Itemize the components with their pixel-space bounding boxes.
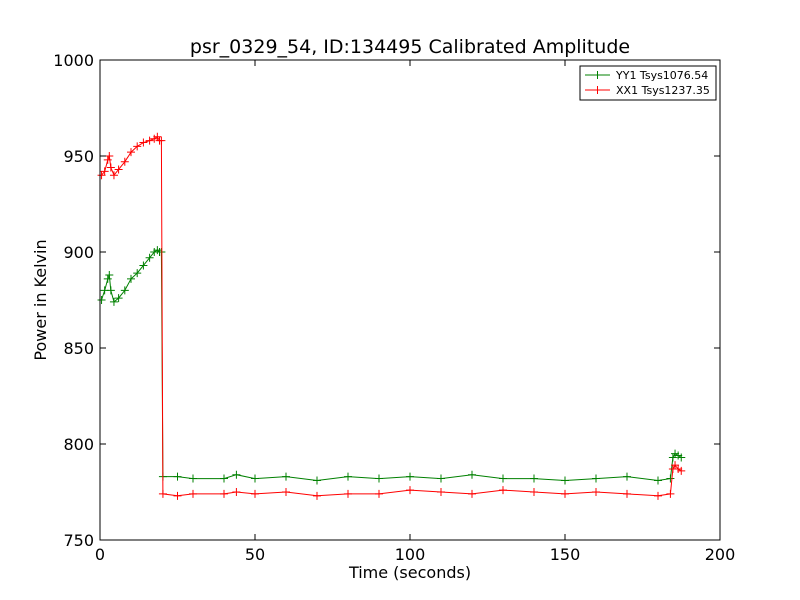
data-point (103, 155, 112, 164)
data-point (406, 472, 414, 481)
data-point (499, 486, 507, 495)
data-point (127, 274, 135, 283)
data-point (344, 489, 352, 498)
data-point (232, 488, 241, 496)
data-point (406, 486, 414, 495)
data-point (109, 297, 118, 306)
legend-marker (593, 71, 602, 79)
x-tick-label: 100 (395, 545, 426, 564)
data-point (158, 489, 167, 498)
data-point (127, 148, 135, 157)
x-tick-label: 200 (705, 545, 736, 564)
data-point (561, 489, 569, 498)
legend-label: YY1 Tsys1076.54 (615, 69, 708, 82)
data-point (189, 489, 197, 498)
y-tick-label: 900 (63, 243, 94, 262)
x-tick-label: 50 (245, 545, 265, 564)
legend: YY1 Tsys1076.54 XX1 Tsys1237.35 (579, 65, 717, 101)
chart-title: psr_0329_54, ID:134495 Calibrated Amplit… (190, 36, 630, 58)
series-line-1 (101, 249, 682, 482)
data-point (133, 142, 142, 151)
data-point (666, 489, 675, 498)
series-line-2 (101, 136, 682, 497)
data-point (157, 136, 166, 145)
data-point (145, 136, 154, 145)
data-point (623, 472, 631, 481)
x-tick-label: 0 (95, 545, 105, 564)
y-tick-label: 800 (63, 435, 94, 454)
data-point (530, 474, 538, 483)
data-point (220, 489, 228, 498)
y-axis-label: Power in Kelvin (31, 239, 50, 360)
data-point (499, 474, 507, 483)
data-point (232, 470, 241, 479)
data-point (139, 261, 148, 270)
data-point (437, 474, 445, 483)
data-point (100, 167, 109, 176)
data-point (468, 470, 476, 479)
data-point (677, 453, 686, 462)
y-tick-label: 950 (63, 147, 94, 166)
data-point (592, 474, 600, 483)
data-point (251, 474, 259, 483)
data-point (120, 157, 129, 166)
data-point (109, 171, 118, 180)
data-point (105, 152, 114, 160)
data-point (120, 286, 129, 295)
y-tick-label: 750 (63, 531, 94, 550)
data-point (623, 489, 631, 498)
data-point (530, 488, 538, 496)
data-point (106, 163, 115, 172)
data-point (654, 491, 662, 500)
legend-marker (593, 86, 602, 94)
y-tick-label: 850 (63, 339, 94, 358)
data-point (282, 472, 290, 481)
x-axis-label: Time (seconds) (348, 563, 471, 582)
data-point (114, 165, 123, 174)
data-point (145, 253, 154, 262)
data-point (592, 488, 600, 496)
legend-label: XX1 Tsys1237.35 (616, 84, 710, 97)
legend-box (579, 65, 717, 101)
data-point (468, 489, 476, 498)
data-point (282, 488, 290, 496)
data-point (313, 476, 321, 485)
data-point (375, 489, 383, 498)
data-point (133, 269, 142, 278)
x-tick-label: 150 (550, 545, 581, 564)
data-point (106, 286, 115, 295)
data-point (139, 138, 148, 147)
data-point (375, 474, 383, 483)
data-point (103, 274, 112, 283)
data-point (677, 466, 686, 475)
data-point (173, 472, 182, 481)
data-point (105, 271, 114, 280)
data-point (97, 296, 106, 304)
data-point (437, 488, 445, 496)
data-point (344, 472, 352, 481)
data-point (654, 476, 662, 485)
data-point (173, 491, 182, 500)
plot-area: 0 50 100 150 200 750 800 850 900 950 1000 (53, 51, 735, 564)
data-point (114, 294, 123, 303)
y-tick-label: 1000 (53, 51, 94, 70)
data-point (220, 474, 228, 483)
data-point (666, 474, 675, 483)
data-point (251, 489, 259, 498)
data-point (189, 474, 197, 483)
data-point (561, 476, 569, 485)
data-point (313, 491, 321, 500)
